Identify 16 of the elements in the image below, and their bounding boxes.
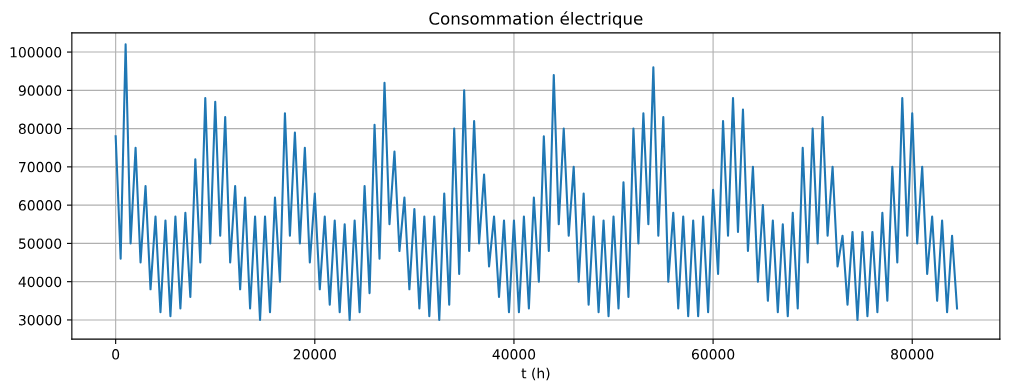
y-tick-label: 50000 (19, 238, 62, 249)
line-series (114, 43, 959, 321)
y-tick-label: 100000 (10, 47, 62, 58)
y-tick-label: 40000 (18, 276, 62, 288)
y-tick-label: 70000 (19, 161, 62, 173)
x-tick-label: 20000 (293, 349, 336, 360)
x-tick-label: 80000 (891, 349, 934, 360)
y-tick-label: 60000 (18, 200, 62, 211)
y-tick-label: 90000 (18, 85, 62, 96)
x-tick-label: 0 (112, 349, 120, 360)
x-axis-title: t (h) (521, 367, 550, 381)
y-tick-label: 30000 (19, 314, 62, 326)
y-tick-label: 80000 (18, 123, 62, 135)
chart-title: Consommation électrique (429, 11, 643, 29)
x-tick-label: 60000 (691, 349, 735, 360)
x-tick-label: 40000 (492, 349, 536, 360)
